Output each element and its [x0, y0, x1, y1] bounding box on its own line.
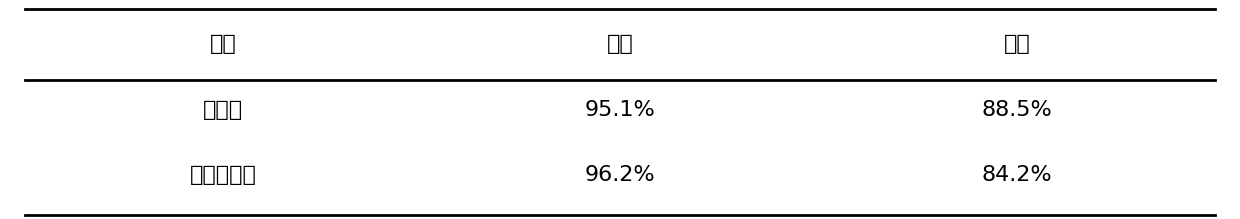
- Text: 95.1%: 95.1%: [584, 99, 656, 120]
- Text: 84.2%: 84.2%: [982, 165, 1052, 185]
- Text: 卵转铁蛋白: 卵转铁蛋白: [190, 165, 257, 185]
- Text: 得率: 得率: [1003, 34, 1030, 54]
- Text: 96.2%: 96.2%: [585, 165, 655, 185]
- Text: 纯度: 纯度: [606, 34, 634, 54]
- Text: 溶菌酶: 溶菌酶: [203, 99, 243, 120]
- Text: 88.5%: 88.5%: [981, 99, 1053, 120]
- Text: 产品: 产品: [210, 34, 237, 54]
